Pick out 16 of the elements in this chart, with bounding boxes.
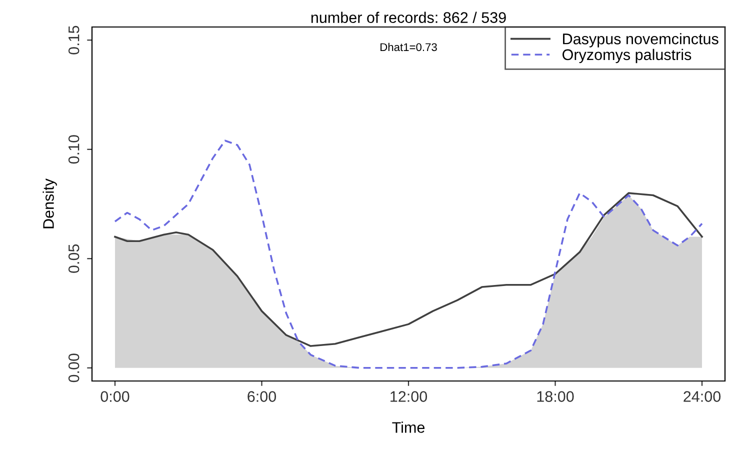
legend-label: Oryzomys palustris: [562, 48, 692, 64]
line-series: [114, 140, 703, 369]
x-tick-label: 6:00: [248, 391, 276, 402]
y-tick-label: 0.10: [68, 135, 80, 164]
x-tick-label: 18:00: [537, 391, 574, 402]
chart-title: number of records: 862 / 539: [311, 12, 506, 23]
x-axis-title: Time: [392, 422, 425, 433]
legend-label: Dasypus novemcinctus: [563, 33, 718, 48]
annotation: Dhat1=0.73: [380, 42, 437, 52]
y-tick-label: 0.15: [68, 26, 80, 54]
y-axis-title: Density: [42, 178, 57, 228]
x-tick-label: 12:00: [390, 391, 428, 402]
y-tick-label: 0.00: [68, 354, 80, 382]
x-tick-label: 0:00: [100, 391, 130, 402]
x-tick-label: 24:00: [684, 391, 721, 402]
y-tick-label: 0.05: [68, 244, 80, 273]
